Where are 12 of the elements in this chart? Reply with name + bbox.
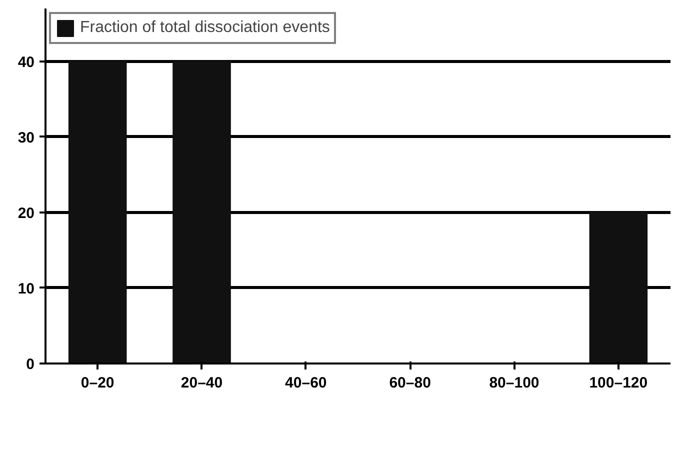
x-tick-label: 60–80	[389, 374, 431, 392]
x-tick-label: 0–20	[80, 374, 114, 392]
x-tick-label: 100–120	[589, 374, 648, 392]
y-tick-label: 20	[18, 204, 35, 222]
legend-label: Fraction of total dissociation events	[80, 19, 330, 37]
y-tick-label: 40	[18, 54, 35, 71]
y-tick-label: 10	[18, 280, 35, 298]
x-tick-label: 20–40	[180, 374, 223, 392]
x-tick-label: 40–60	[285, 374, 327, 392]
x-tick-label: 80–100	[489, 374, 540, 392]
y-tick-label: 0	[26, 356, 34, 373]
y-tick-label: 30	[18, 129, 35, 146]
